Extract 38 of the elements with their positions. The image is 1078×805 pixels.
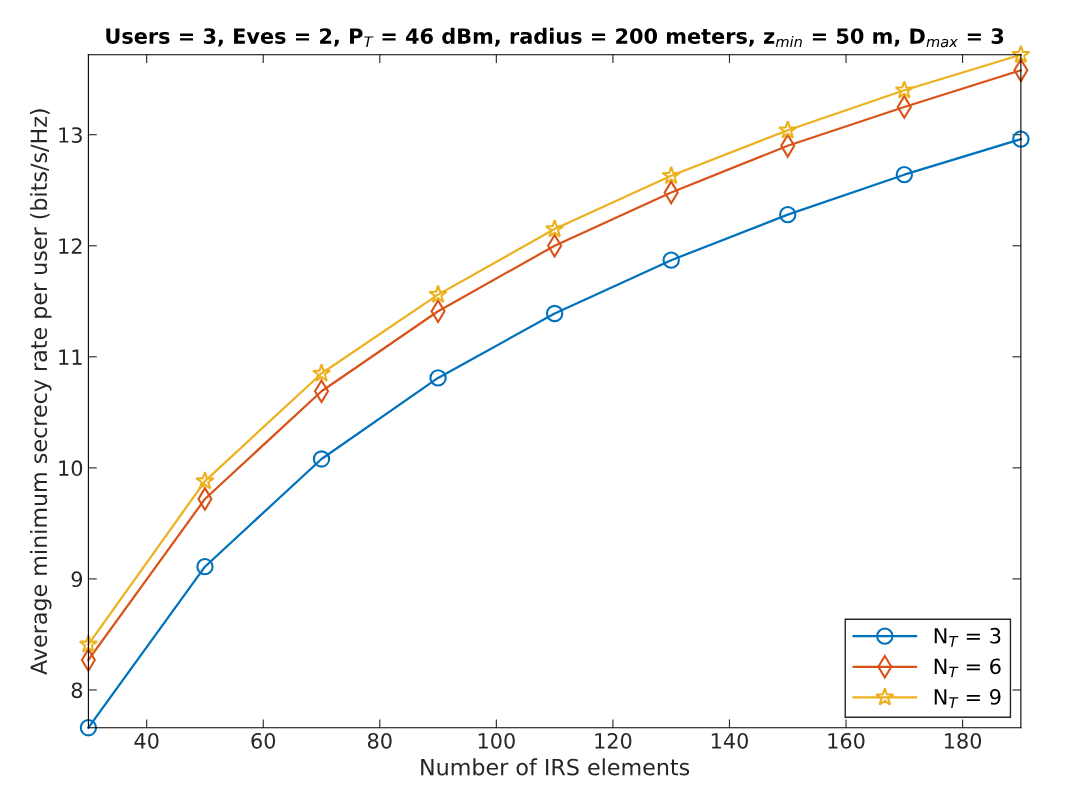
y-tick-label: 10 <box>59 460 83 477</box>
point <box>429 369 447 387</box>
point <box>195 471 215 490</box>
x-tick-label: 80 <box>367 732 392 749</box>
chart-title: Users = 3, Eves = 2, P$_{T}$ = 46 dBm, radius = 200 meters, z$_{min}$ = 50 m, D$_{max}$ = 3 <box>106 27 1004 48</box>
y-tick-label: 12 <box>59 238 82 254</box>
x-tick-label: 100 <box>478 732 515 749</box>
point <box>894 80 914 99</box>
point <box>312 450 331 468</box>
x-tick-label: 40 <box>134 732 159 749</box>
legend-label: N$_{T}$ = 9 <box>934 689 1001 708</box>
point <box>545 304 564 323</box>
point <box>79 719 98 737</box>
x-tick-label: 160 <box>828 732 865 749</box>
x-tick-label: 120 <box>595 732 632 749</box>
y-tick-label: 8 <box>71 682 83 699</box>
legend-label: N$_{T}$ = 3 <box>934 627 1001 647</box>
point <box>895 166 913 184</box>
y-tick-label: 11 <box>59 349 82 365</box>
y-tick-label: 13 <box>59 127 82 143</box>
point <box>428 284 448 303</box>
point <box>662 251 680 269</box>
point <box>196 558 214 576</box>
x-tick-label: 180 <box>944 732 982 749</box>
y-tick-label: 9 <box>71 571 83 588</box>
point <box>78 634 99 653</box>
y-axis-title: Average minimum secrecy rate per user (bits/s/Hz) <box>29 109 52 675</box>
x-axis-title: Number of IRS elements <box>421 758 690 776</box>
x-tick-label: 60 <box>251 732 276 749</box>
point <box>1012 130 1030 148</box>
point <box>661 165 681 185</box>
point <box>311 363 332 382</box>
point <box>778 120 798 139</box>
point <box>1011 44 1031 64</box>
legend-label: N$_{T}$ = 6 <box>934 658 1001 678</box>
point <box>545 219 565 238</box>
x-tick-label: 140 <box>711 732 748 749</box>
point <box>779 205 797 224</box>
